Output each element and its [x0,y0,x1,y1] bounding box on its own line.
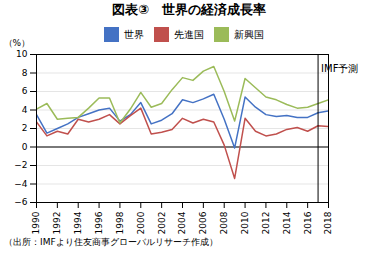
svg-text:−2: −2 [14,160,27,170]
svg-text:2004: 2004 [177,211,187,234]
svg-text:2012: 2012 [261,212,271,235]
svg-text:2: 2 [22,123,28,133]
svg-text:4: 4 [22,105,28,115]
html-text:（出所：IMFより住友商事グローバルリサーチ作成）: （出所：IMFより住友商事グローバルリサーチ作成） [4,237,218,247]
svg-text:1996: 1996 [94,211,104,234]
svg-text:IMF予測: IMF予測 [321,63,358,74]
svg-text:2010: 2010 [240,211,250,234]
svg-text:2008: 2008 [219,211,229,234]
html-text:図表③ 世界の経済成長率: 図表③ 世界の経済成長率 [112,2,266,17]
svg-text:1998: 1998 [115,211,125,234]
svg-text:1992: 1992 [52,212,62,235]
svg-text:2014: 2014 [282,211,292,234]
svg-text:2000: 2000 [136,211,146,234]
html-text:先進国: 先進国 [174,28,204,40]
svg-text:1990: 1990 [31,211,41,234]
svg-text:6: 6 [22,86,28,96]
svg-text:8: 8 [22,68,28,78]
svg-text:（%）: （%） [4,38,31,48]
svg-text:2002: 2002 [157,212,167,235]
svg-text:2006: 2006 [198,211,208,234]
svg-text:1994: 1994 [73,211,83,234]
svg-text:10: 10 [16,49,28,59]
html-text:新興国: 新興国 [234,28,264,40]
svg-text:2018: 2018 [323,211,333,234]
svg-text:−4: −4 [14,179,28,189]
svg-text:0: 0 [22,142,28,152]
svg-text:−6: −6 [14,197,28,207]
svg-text:2016: 2016 [303,211,313,234]
html-text:世界: 世界 [124,28,144,40]
